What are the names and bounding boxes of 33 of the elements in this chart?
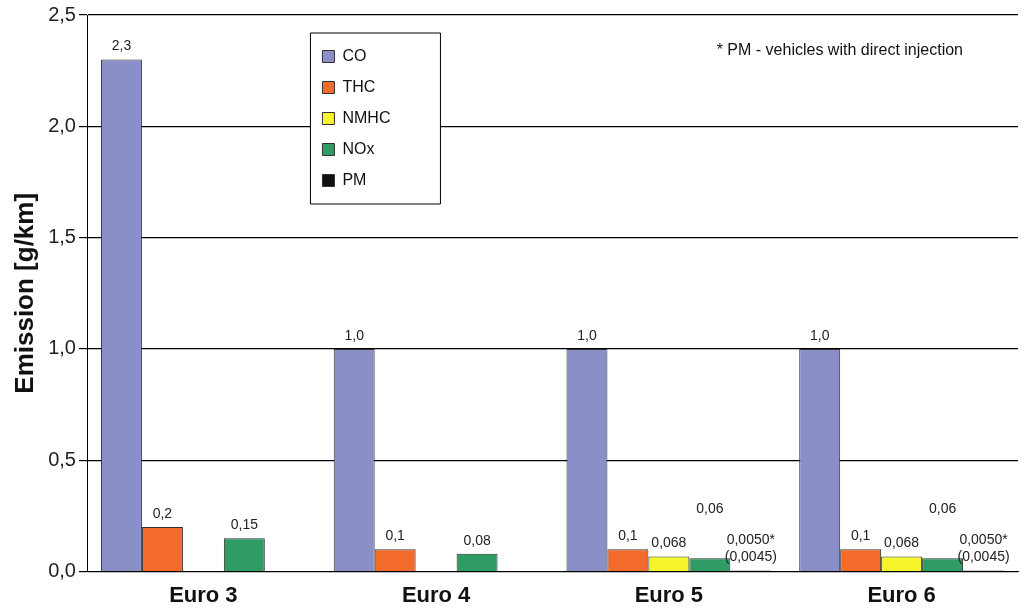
x-tick-label: Euro 3 <box>169 581 238 607</box>
y-tick-label: 0,5 <box>48 447 76 470</box>
data-label: 0,1 <box>385 527 406 544</box>
x-tick-label: Euro 5 <box>634 581 704 607</box>
x-tick-label: Euro 4 <box>401 581 472 607</box>
y-axis-title: Emission [g/km] <box>8 192 39 394</box>
data-label: 0,0050* (0,0045) <box>957 531 1010 565</box>
data-label: 0,06 <box>928 500 957 517</box>
data-label: 2,3 <box>111 37 132 54</box>
annotation: * PM - vehicles with direct injection <box>716 41 963 59</box>
y-tick-label: 1,5 <box>48 225 76 248</box>
data-label: 0,06 <box>696 500 724 517</box>
data-label: 0,068 <box>651 534 687 551</box>
y-tick-label: 2,5 <box>48 2 76 25</box>
legend-label: CO <box>342 46 367 64</box>
y-tick-label: 0,0 <box>48 559 76 582</box>
data-label: 0,2 <box>152 504 173 521</box>
legend-label: NMHC <box>342 108 391 126</box>
data-label: 0,0050* (0,0045) <box>724 531 777 565</box>
data-label: 1,0 <box>344 326 365 343</box>
data-label: 0,068 <box>884 534 920 551</box>
data-label: 0,08 <box>463 531 491 548</box>
legend-label: NOx <box>342 139 375 157</box>
legend-label: THC <box>342 77 376 95</box>
data-label: 0,1 <box>618 527 638 544</box>
y-tick-label: 1,0 <box>48 336 76 359</box>
data-label: 1,0 <box>577 326 597 343</box>
y-tick-label: 2,0 <box>48 113 76 136</box>
legend-label: PM <box>342 170 367 188</box>
data-label: 1,0 <box>809 326 830 343</box>
x-tick-label: Euro 6 <box>867 581 936 607</box>
data-label: 0,1 <box>850 527 871 544</box>
data-label: 0,15 <box>230 516 259 533</box>
